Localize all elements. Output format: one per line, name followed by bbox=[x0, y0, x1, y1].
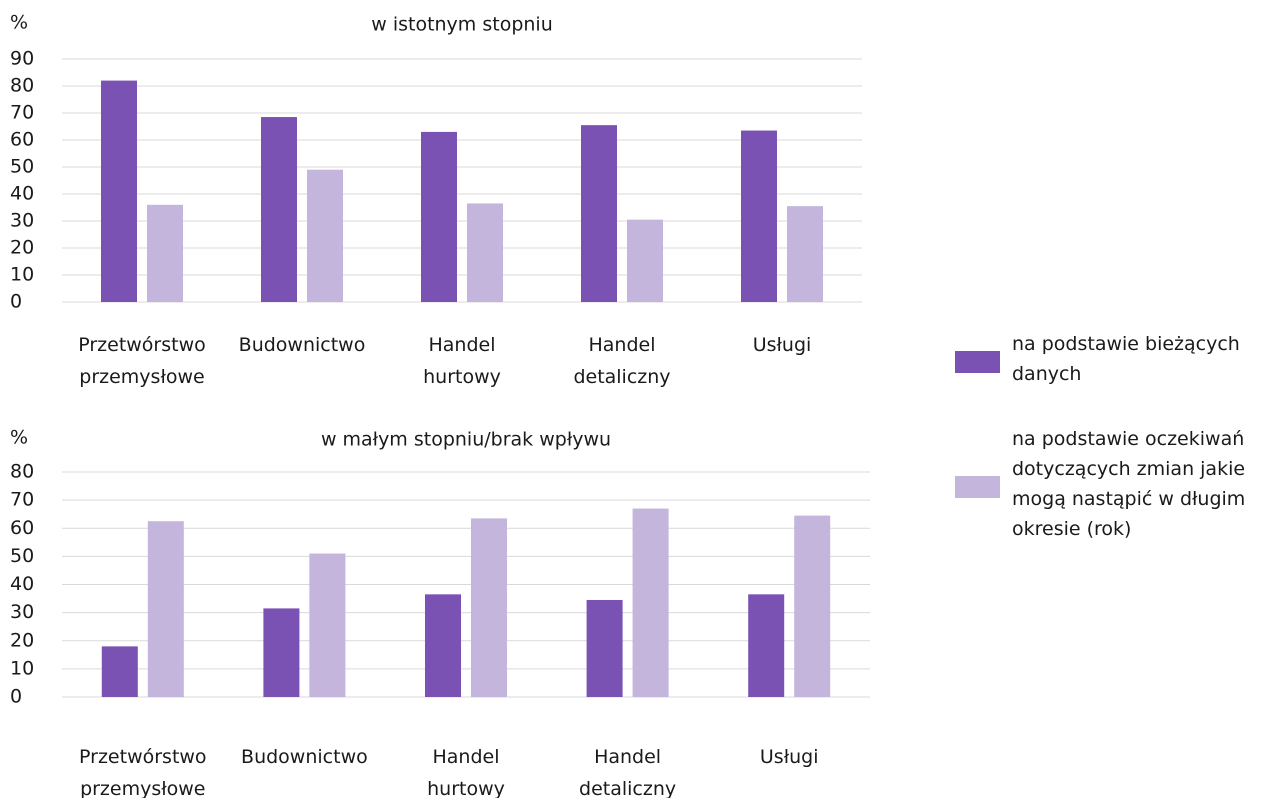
legend-label: na podstawie bieżących danych bbox=[1012, 333, 1240, 385]
bar bbox=[147, 521, 184, 697]
y-tick-label: 0 bbox=[10, 291, 22, 313]
bar bbox=[263, 608, 300, 697]
y-tick-label: 20 bbox=[10, 629, 34, 651]
chart-title: w istotnym stopniu bbox=[371, 14, 553, 36]
y-tick-label: 40 bbox=[10, 183, 34, 205]
y-axis-label: % bbox=[10, 12, 28, 34]
bar bbox=[425, 594, 461, 697]
y-tick-label: 50 bbox=[10, 156, 34, 178]
bar bbox=[581, 125, 617, 303]
bar bbox=[309, 553, 346, 697]
y-tick-label: 20 bbox=[10, 237, 34, 259]
legend-label: na podstawie oczekiwań dotyczących zmian … bbox=[1012, 428, 1245, 540]
y-tick-label: 40 bbox=[10, 573, 34, 595]
y-tick-label: 0 bbox=[10, 686, 22, 708]
x-tick-label: Handel detaliczny bbox=[573, 334, 670, 388]
legend-swatch bbox=[955, 476, 1000, 498]
x-tick-label: Budownictwo bbox=[239, 334, 366, 356]
x-tick-label: Usługi bbox=[760, 746, 819, 768]
bar bbox=[147, 204, 183, 302]
y-tick-label: 30 bbox=[10, 601, 34, 623]
bar bbox=[741, 130, 777, 302]
bar bbox=[632, 508, 669, 697]
x-tick-label: Przetwórstwo przemysłowe bbox=[79, 746, 207, 798]
bar bbox=[421, 131, 457, 302]
y-tick-label: 70 bbox=[10, 102, 34, 124]
y-axis-label: % bbox=[10, 427, 28, 449]
bar bbox=[307, 169, 343, 302]
y-tick-label: 60 bbox=[10, 517, 34, 539]
y-tick-label: 10 bbox=[10, 264, 34, 286]
bar bbox=[101, 80, 137, 302]
y-tick-label: 90 bbox=[10, 48, 34, 70]
bar bbox=[794, 515, 831, 697]
bar bbox=[787, 206, 823, 302]
x-tick-label: Handel hurtowy bbox=[427, 746, 505, 798]
legend-swatch bbox=[955, 351, 1000, 373]
y-tick-label: 10 bbox=[10, 657, 34, 679]
bar bbox=[261, 117, 297, 302]
x-tick-label: Handel hurtowy bbox=[423, 334, 501, 388]
y-tick-label: 80 bbox=[10, 75, 34, 97]
bar bbox=[101, 646, 138, 697]
bar bbox=[627, 219, 663, 302]
x-tick-label: Przetwórstwo przemysłowe bbox=[78, 334, 206, 388]
bar bbox=[471, 518, 507, 697]
x-tick-label: Handel detaliczny bbox=[579, 746, 676, 798]
y-tick-label: 30 bbox=[10, 210, 34, 232]
y-tick-label: 50 bbox=[10, 545, 34, 567]
x-tick-label: Usługi bbox=[753, 334, 812, 356]
bar bbox=[586, 599, 623, 697]
y-tick-label: 70 bbox=[10, 489, 34, 511]
y-tick-label: 60 bbox=[10, 129, 34, 151]
chart-title: w małym stopniu/brak wpływu bbox=[321, 429, 611, 451]
x-tick-label: Budownictwo bbox=[241, 746, 368, 768]
y-tick-label: 80 bbox=[10, 461, 34, 483]
bar bbox=[467, 203, 503, 302]
bar bbox=[748, 594, 785, 697]
